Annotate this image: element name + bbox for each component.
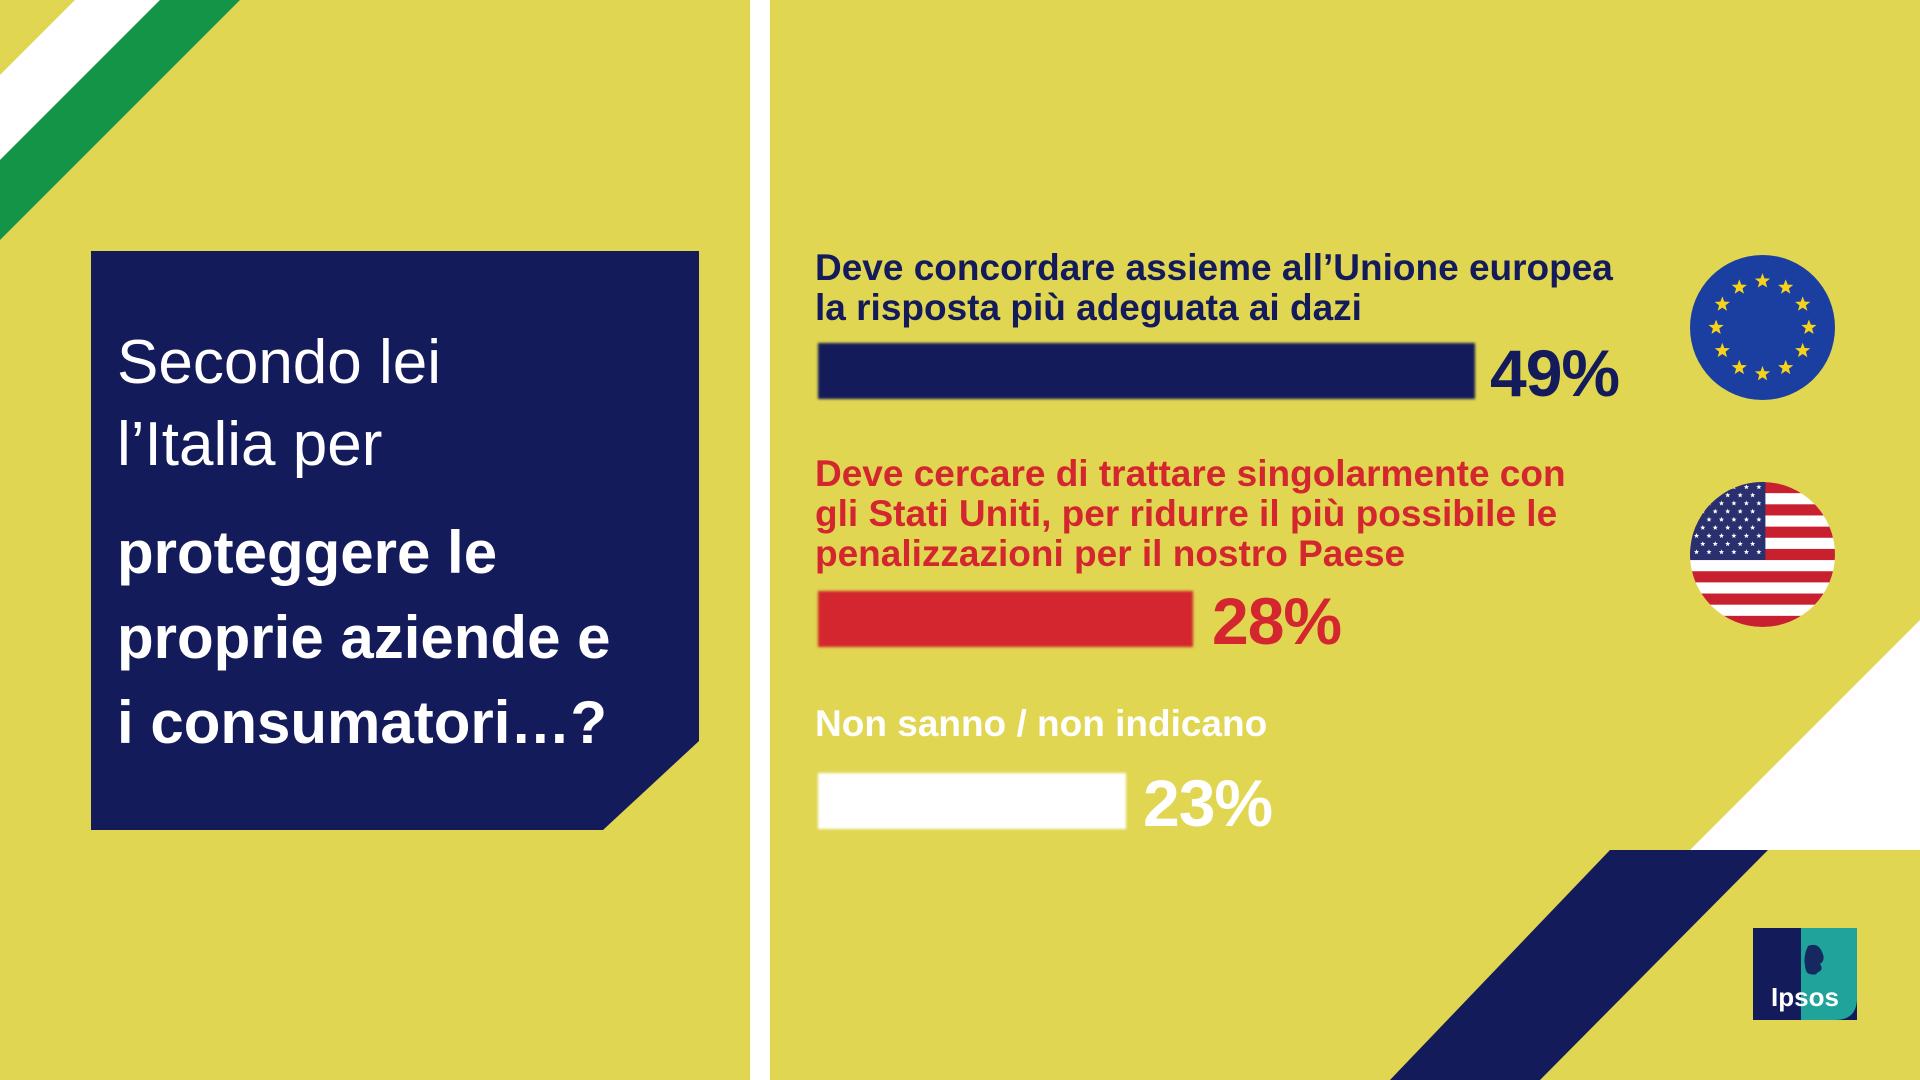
us-star (1712, 492, 1718, 498)
us-star (1743, 484, 1750, 490)
us-star (1750, 524, 1756, 530)
eu-star (1801, 319, 1817, 334)
option-label-us: Deve cercare di trattare singolarmente c… (815, 453, 1566, 574)
us-star (1700, 524, 1706, 530)
us-star (1750, 492, 1756, 498)
us-star (1731, 533, 1737, 539)
us-star (1706, 484, 1712, 490)
us-star (1743, 549, 1750, 555)
question-emphasis: proteggere le proprie aziende e i consum… (117, 519, 611, 756)
eu-star (1795, 342, 1811, 358)
eu-star (1754, 365, 1771, 381)
us-star (1725, 492, 1731, 498)
ipsos-logo: Ipsos (1753, 928, 1857, 1020)
us-star (1693, 484, 1700, 490)
us-star (1718, 516, 1725, 522)
us-star (1718, 533, 1725, 539)
eu-star (1795, 296, 1811, 311)
value-label-us: 28% (1212, 584, 1342, 658)
us-star (1693, 500, 1700, 506)
us-star (1700, 492, 1706, 498)
ipsos-logo-text: Ipsos (1771, 982, 1839, 1012)
italian-flag-icon (0, 0, 240, 240)
us-stripe (1690, 571, 1835, 583)
us-star (1693, 549, 1700, 555)
us-star (1700, 541, 1706, 547)
us-star (1718, 500, 1725, 506)
us-star (1712, 541, 1718, 547)
us-star (1706, 533, 1712, 539)
us-star (1743, 500, 1750, 506)
us-flag-icon (1690, 482, 1835, 627)
eu-flag-icon (1690, 255, 1835, 400)
us-star (1756, 549, 1762, 555)
eu-star (1714, 342, 1730, 358)
value-label-dont-know: 23% (1143, 766, 1273, 840)
us-star (1750, 508, 1756, 514)
us-star (1743, 533, 1750, 539)
us-star (1756, 533, 1762, 539)
eu-star (1731, 279, 1747, 294)
vertical-divider (750, 0, 770, 1080)
us-star (1743, 516, 1750, 522)
us-star (1725, 508, 1731, 514)
bar-eu (818, 343, 1475, 399)
us-star (1706, 516, 1712, 522)
us-star (1731, 516, 1737, 522)
option-label-dont-know: Non sanno / non indicano (815, 703, 1268, 744)
us-star (1737, 492, 1743, 498)
us-star (1737, 508, 1743, 514)
us-star (1737, 541, 1743, 547)
us-star (1693, 533, 1700, 539)
us-star (1756, 500, 1762, 506)
eu-star (1778, 359, 1794, 375)
us-star (1706, 549, 1712, 555)
us-star (1756, 516, 1762, 522)
bar-us (818, 591, 1194, 647)
us-star (1718, 484, 1725, 490)
option-label-eu: Deve concordare assieme all’Unione europ… (815, 247, 1613, 328)
eu-star (1731, 359, 1747, 375)
eu-star (1778, 279, 1794, 294)
us-star (1737, 524, 1743, 530)
us-star (1731, 549, 1737, 555)
us-stripe (1690, 593, 1835, 605)
us-star (1718, 549, 1725, 555)
us-star (1725, 524, 1731, 530)
eu-star (1714, 296, 1730, 311)
value-label-eu: 49% (1490, 336, 1620, 410)
eu-star (1708, 319, 1724, 334)
question-panel (91, 251, 699, 830)
us-star (1712, 508, 1718, 514)
question-intro: Secondo lei l’Italia per (117, 328, 442, 479)
us-star (1756, 484, 1762, 490)
bar-dont-know (818, 773, 1127, 829)
eu-star (1754, 273, 1771, 288)
us-star (1712, 524, 1718, 530)
us-stripe (1690, 615, 1835, 627)
us-star (1725, 541, 1731, 547)
us-star (1750, 541, 1756, 547)
us-star (1731, 500, 1737, 506)
